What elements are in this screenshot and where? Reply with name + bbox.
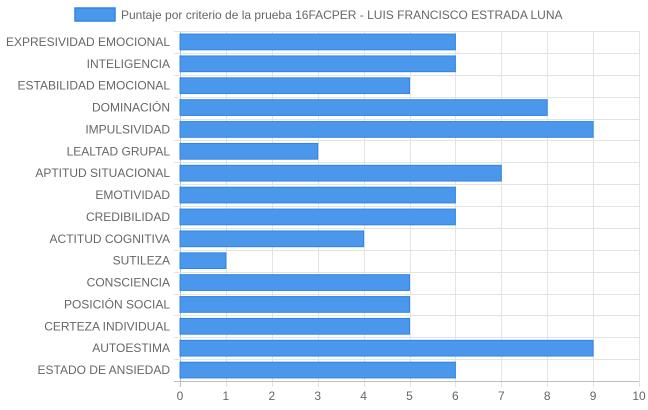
legend-label: Puntaje por criterio de la prueba 16FACP… [121, 8, 563, 22]
bar[interactable] [179, 252, 227, 270]
x-tick-label: 6 [452, 389, 459, 403]
bar[interactable] [179, 339, 594, 357]
bar[interactable] [179, 274, 410, 291]
bar[interactable] [179, 121, 594, 138]
category-label: IMPULSIVIDAD [85, 122, 170, 136]
category-label: EXPRESIVIDAD EMOCIONAL [6, 35, 170, 49]
bar[interactable] [179, 296, 410, 313]
category-label: ACTITUD COGNITIVA [50, 232, 170, 246]
bar[interactable] [179, 317, 410, 335]
category-label: POSICIÓN SOCIAL [64, 296, 170, 311]
category-label: SUTILEZA [113, 254, 170, 268]
grid [174, 31, 640, 387]
bar[interactable] [179, 99, 548, 116]
x-tick-label: 8 [544, 389, 551, 403]
legend-swatch [74, 7, 116, 22]
legend[interactable]: Puntaje por criterio de la prueba 16FACP… [74, 7, 563, 22]
category-label: INTELIGENCIA [87, 57, 170, 71]
bar[interactable] [179, 361, 456, 379]
x-tick-label: 1 [223, 389, 230, 403]
category-label: APTITUD SITUACIONAL [35, 166, 170, 180]
bar[interactable] [179, 33, 456, 51]
category-label: AUTOESTIMA [92, 341, 170, 355]
x-tick-label: 5 [406, 389, 413, 403]
category-label: ESTABILIDAD EMOCIONAL [18, 79, 171, 93]
category-label: EMOTIVIDAD [95, 188, 170, 202]
category-label: CREDIBILIDAD [86, 210, 170, 224]
bar[interactable] [179, 230, 365, 248]
x-tick-label: 9 [590, 389, 597, 403]
x-tick-label: 2 [268, 389, 275, 403]
category-label: CERTEZA INDIVIDUAL [44, 319, 170, 333]
bar[interactable] [179, 142, 319, 160]
x-tick-label: 0 [177, 389, 184, 403]
bar[interactable] [179, 77, 410, 95]
bar[interactable] [179, 208, 456, 226]
bar[interactable] [179, 55, 456, 73]
category-label: CONSCIENCIA [87, 276, 170, 290]
bars [179, 33, 594, 379]
x-tick-label: 10 [632, 389, 646, 403]
x-axis-labels: 0 1 2 3 4 5 6 7 8 9 10 [177, 389, 646, 403]
category-label: LEALTAD GRUPAL [67, 144, 171, 158]
bar[interactable] [179, 186, 456, 204]
bar[interactable] [179, 164, 502, 182]
category-label: DOMINACIÓN [92, 100, 170, 115]
x-tick-label: 4 [360, 389, 367, 403]
y-axis-labels: EXPRESIVIDAD EMOCIONAL INTELIGENCIA ESTABI… [6, 35, 170, 377]
x-tick-label: 3 [314, 389, 321, 403]
category-label: ESTADO DE ANSIEDAD [38, 363, 171, 377]
x-tick-label: 7 [498, 389, 505, 403]
